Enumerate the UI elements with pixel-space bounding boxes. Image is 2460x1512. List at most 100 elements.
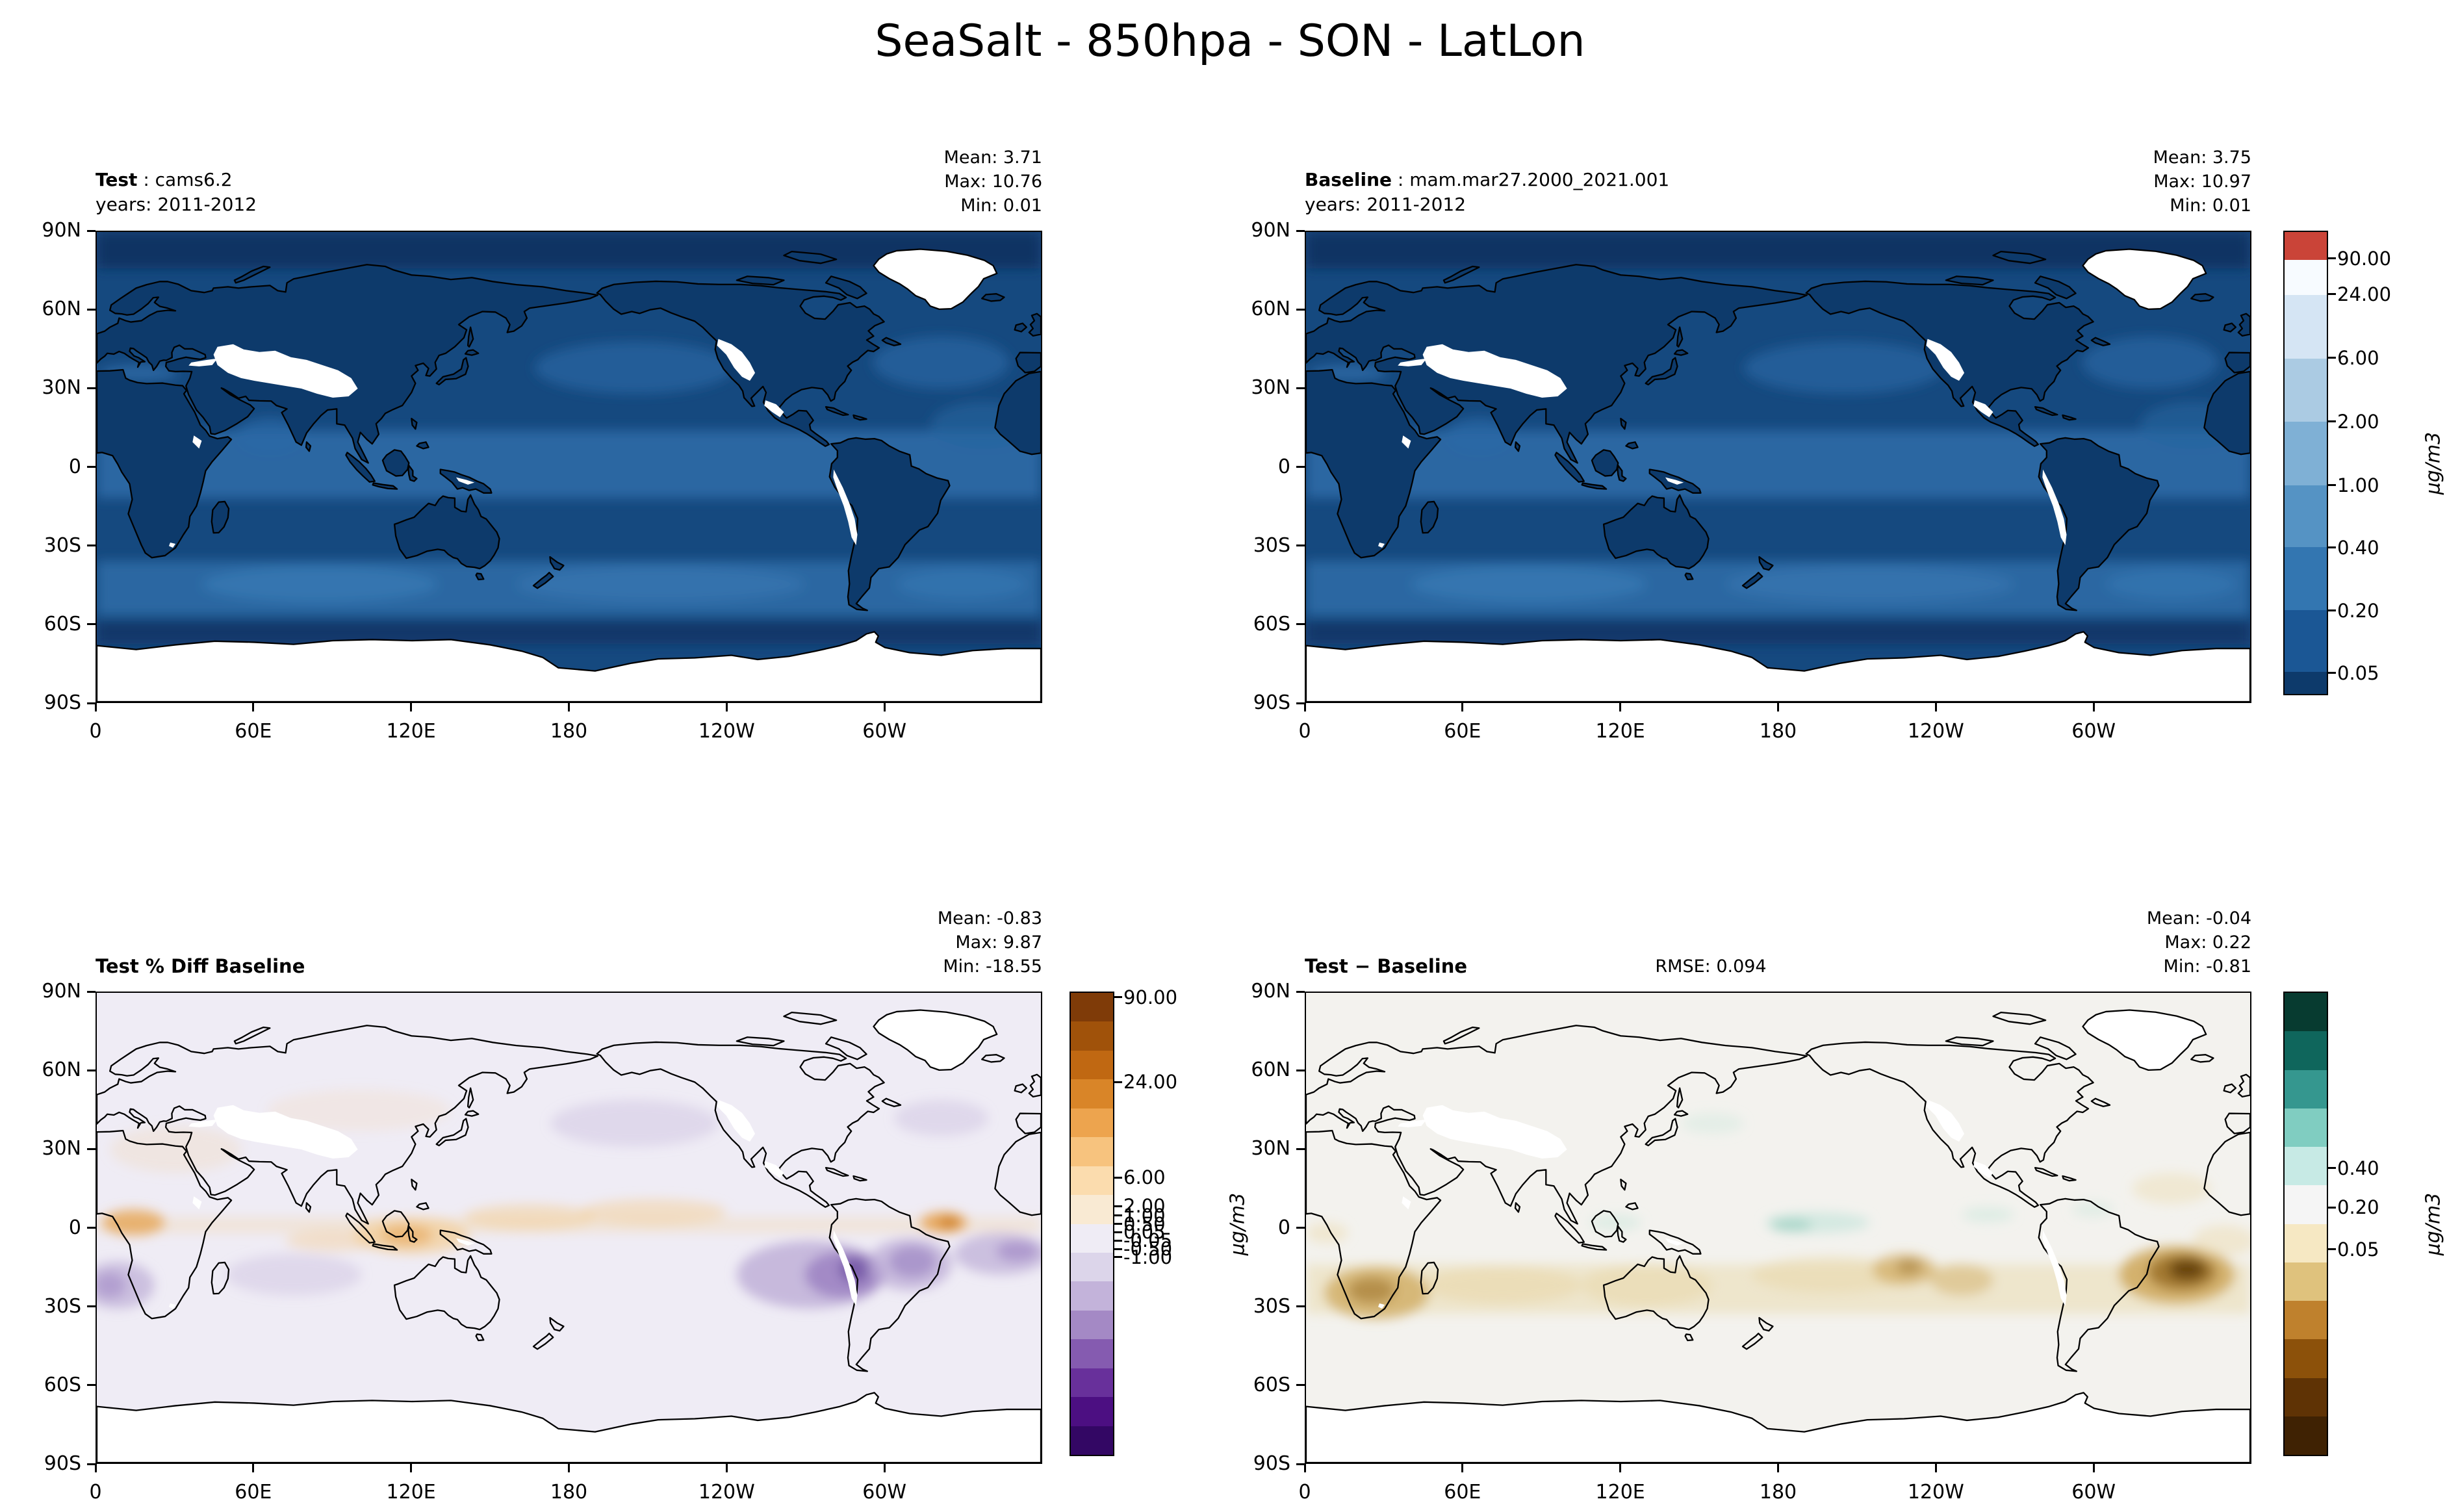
lat-tick-mark: [1296, 1305, 1305, 1308]
lat-tick-label: 30N: [42, 1137, 81, 1160]
coastlines: [97, 1012, 1041, 1371]
colorbar-tick-mark: [1114, 1231, 1122, 1233]
baseline-label-bold: Baseline: [1305, 169, 1392, 190]
map-svg-conc-0: [97, 232, 1041, 702]
field-shading: [1306, 232, 2250, 645]
map-panel-pct_diff: [96, 992, 1042, 1464]
baseline-panel-label: Baseline : mam.mar27.2000_2021.001 years…: [1305, 168, 1669, 217]
colorbar-segment: [2285, 422, 2327, 485]
test-panel-label: Test : cams6.2 years: 2011-2012: [96, 168, 257, 217]
colorbar-tick-label: 24.00: [1123, 1071, 1178, 1094]
lat-tick-mark: [1296, 308, 1305, 311]
lat-tick-mark: [87, 1305, 96, 1308]
lat-tick-label: 60S: [44, 612, 81, 635]
lon-tick-mark: [1777, 703, 1779, 711]
colorbar-tick-label: 0.40: [2337, 536, 2379, 559]
lon-tick-label: 180: [1759, 1481, 1797, 1504]
lat-tick-label: 90N: [1251, 980, 1290, 1003]
colorbar-main: [2283, 231, 2328, 695]
colorbar-tick-mark: [1114, 1205, 1122, 1207]
colorbar-segment: [1071, 1108, 1113, 1138]
colorbar-segment: [2285, 1224, 2327, 1262]
lat-tick-mark: [87, 1463, 96, 1465]
lon-tick-label: 60W: [2071, 1481, 2116, 1504]
lon-tick-mark: [883, 703, 886, 711]
colorbar-tick-mark: [2328, 484, 2336, 487]
lon-tick-mark: [94, 1464, 97, 1472]
coastlines: [1306, 1012, 2250, 1371]
colorbar-tick-label: -0.05: [1123, 1229, 1173, 1252]
test-label-line: Test : cams6.2: [96, 168, 257, 192]
coastlines: [1306, 251, 2250, 610]
lat-tick-label: 30S: [44, 533, 81, 557]
colorbar-segment: [2285, 295, 2327, 359]
colorbar-segment: [2285, 1147, 2327, 1186]
lat-tick-label: 30S: [44, 1294, 81, 1318]
colorbar-tick-mark: [2328, 257, 2336, 260]
lat-tick-mark: [1296, 1069, 1305, 1071]
colorbar-segment: [2285, 1416, 2327, 1455]
lon-tick-label: 180: [550, 1481, 588, 1504]
colorbar-tick-mark: [2328, 1248, 2336, 1251]
stat-max: Max: 10.76: [944, 172, 1042, 192]
colorbar-tick-label: -1.00: [1123, 1246, 1173, 1268]
test-years: years: 2011-2012: [96, 194, 257, 215]
colorbar-tick-label: 0.50: [1123, 1212, 1166, 1235]
lat-tick-label: 0: [68, 1216, 81, 1239]
lat-tick-mark: [1296, 1384, 1305, 1387]
colorbar-tick-label: 2.00: [2337, 410, 2379, 433]
colorbar-tick-label: 0.05: [2337, 661, 2379, 684]
colorbar-pct: [1070, 992, 1114, 1456]
ice-sheets: [97, 250, 1041, 702]
lon-tick-label: 0: [1298, 1481, 1311, 1504]
lon-tick-label: 60W: [862, 1481, 907, 1504]
lat-tick-label: 30S: [1253, 1294, 1290, 1318]
baseline-label-value: : mam.mar27.2000_2021.001: [1392, 169, 1670, 190]
colorbar-tick-label: 90.00: [1123, 986, 1178, 1008]
lon-tick-label: 60E: [1444, 1481, 1481, 1504]
colorbar-segment: [1071, 1021, 1113, 1051]
colorbar-tick-label: 0.05: [1123, 1221, 1166, 1244]
colorbar-unit-label: μg/m3: [2422, 1192, 2445, 1256]
lon-tick-label: 60E: [235, 720, 272, 743]
lon-tick-mark: [252, 703, 255, 711]
lat-tick-label: 90S: [1253, 691, 1290, 714]
lon-tick-mark: [1777, 1464, 1779, 1472]
lon-tick-label: 120E: [386, 1481, 436, 1504]
colorbar-segment: [1071, 1195, 1113, 1224]
lat-tick-mark: [87, 387, 96, 389]
map-panel-diff: [1305, 992, 2251, 1464]
lon-tick-label: 120E: [386, 720, 436, 743]
colorbar-segment: [1071, 1050, 1113, 1080]
colorbar-segment: [2285, 1108, 2327, 1147]
colorbar-tick-label: 90.00: [2337, 247, 2392, 270]
lat-tick-mark: [1296, 1463, 1305, 1465]
diff-stats: Mean: -0.04 Max: 0.22 Min: -0.81: [2147, 906, 2251, 979]
lon-tick-mark: [1303, 703, 1306, 711]
colorbar-tick-mark: [2328, 546, 2336, 549]
lat-tick-label: 30N: [42, 376, 81, 400]
lat-tick-label: 60N: [1251, 298, 1290, 321]
lat-tick-mark: [87, 990, 96, 993]
nodata-patches: [1377, 339, 2067, 548]
colorbar-unit-label: μg/m3: [2422, 431, 2445, 495]
colorbar-tick-mark: [2328, 1167, 2336, 1170]
map-panel-baseline: [1305, 231, 2251, 703]
ice-sheets: [1306, 250, 2250, 702]
colorbar-tick-label: 0.05: [2337, 1238, 2379, 1261]
colorbar-segment: [1071, 1252, 1113, 1282]
lat-tick-mark: [87, 545, 96, 547]
stat-min: Min: -18.55: [943, 956, 1042, 977]
rmse-label: RMSE: 0.094: [1655, 956, 1767, 977]
colorbar-tick-mark: [1114, 996, 1122, 999]
colorbar-tick-label: 6.00: [1123, 1166, 1166, 1188]
lat-tick-mark: [87, 308, 96, 311]
lat-tick-label: 0: [1277, 455, 1290, 478]
test-label-bold: Test: [96, 169, 138, 190]
field-shading: [97, 1089, 1041, 1309]
lon-tick-mark: [1934, 1464, 1937, 1472]
pct-diff-panel-title: Test % Diff Baseline: [96, 955, 305, 977]
colorbar-segment: [2285, 1301, 2327, 1340]
lat-tick-mark: [87, 1384, 96, 1387]
colorbar-tick-mark: [1114, 1239, 1122, 1242]
